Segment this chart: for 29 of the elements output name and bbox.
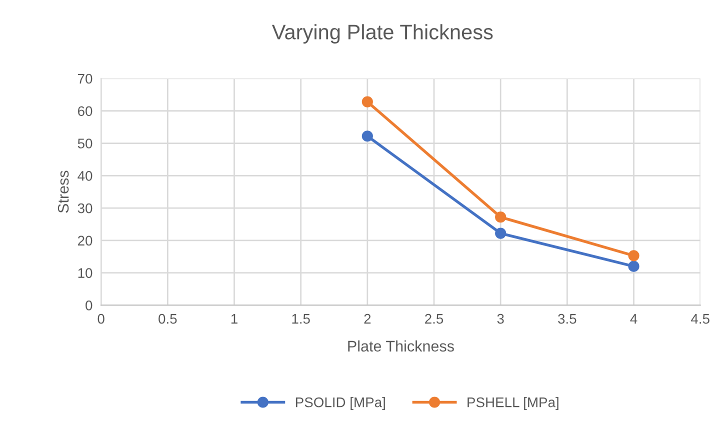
y-tick-label: 50	[78, 138, 92, 148]
point	[495, 212, 506, 223]
y-tick-label: 20	[78, 236, 92, 246]
point	[362, 130, 373, 142]
x-tick-label: 4	[630, 314, 638, 324]
x-tick-label: 3.5	[558, 314, 576, 324]
point	[495, 228, 506, 239]
x-tick-label: 2	[364, 314, 371, 324]
legend-label: PSHELL [MPa]	[468, 397, 558, 410]
chart-title: Varying Plate Thickness	[272, 24, 493, 44]
y-tick-label: 30	[78, 203, 92, 214]
legend-label: PSOLID [MPa]	[296, 397, 385, 410]
point	[628, 250, 640, 262]
x-axis-title: Plate Thickness	[348, 340, 454, 352]
y-tick-label: 70	[78, 74, 92, 84]
y-tick-label: 40	[78, 170, 92, 181]
x-tick-label: 4.5	[691, 314, 710, 324]
y-tick-label: 60	[78, 106, 92, 116]
y-axis-title: Stress	[58, 170, 69, 213]
x-tick-label: 1	[231, 314, 238, 324]
y-tick-label: 0	[86, 300, 92, 310]
point	[362, 96, 373, 108]
x-tick-label: 3	[497, 314, 504, 324]
x-tick-label: 0.5	[158, 314, 177, 324]
y-tick-label: 10	[78, 268, 92, 278]
point	[628, 260, 640, 272]
x-tick-label: 2.5	[425, 314, 444, 324]
x-tick-label: 1.5	[292, 314, 310, 324]
x-tick-label: 0	[98, 314, 104, 324]
